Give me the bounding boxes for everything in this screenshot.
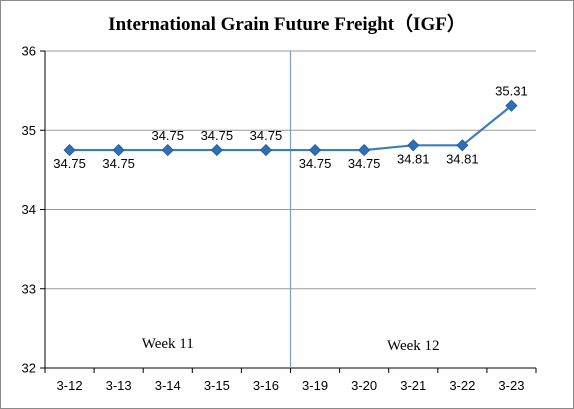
data-label-3-12: 34.75 <box>53 156 86 171</box>
data-label-3-20: 34.75 <box>348 156 381 171</box>
axes <box>40 50 537 373</box>
y-tick-label-32: 32 <box>22 361 36 376</box>
x-tick-labels: 3-12 3-13 3-14 3-15 3-16 3-19 3-20 3-21 3-22 3-23 <box>57 378 525 393</box>
x-tick-label-3-13: 3-13 <box>106 378 132 393</box>
data-label-3-19: 34.75 <box>299 156 332 171</box>
data-label-3-21: 34.81 <box>397 151 430 166</box>
marker-3-16 <box>259 143 273 157</box>
x-tick-label-3-20: 3-20 <box>351 378 377 393</box>
y-tick-label-36: 36 <box>22 44 36 59</box>
y-tick-label-34: 34 <box>22 202 36 217</box>
x-tick-label-3-22: 3-22 <box>449 378 475 393</box>
series-line <box>69 104 513 152</box>
marker-3-19 <box>308 143 322 157</box>
data-label-3-15: 34.75 <box>201 128 234 143</box>
marker-3-15 <box>210 143 223 157</box>
series-igf <box>63 99 518 157</box>
marker-3-20 <box>358 143 371 157</box>
week-11-label: Week 11 <box>142 336 194 352</box>
y-tick-labels: 32 33 34 35 36 <box>22 44 36 376</box>
marker-3-13 <box>112 143 125 157</box>
marker-3-12 <box>63 143 76 157</box>
y-tick-label-35: 35 <box>22 123 36 138</box>
chart-title: International Grain Future Freight（IGF） <box>108 12 466 35</box>
data-label-3-22: 34.81 <box>446 151 479 166</box>
data-labels: 34.75 34.75 34.75 34.75 34.75 34.75 34.75 34.81… <box>53 84 527 171</box>
y-tick-label-33: 33 <box>22 281 36 296</box>
week-12-label: Week 12 <box>387 338 440 354</box>
marker-3-21 <box>407 139 420 152</box>
x-tick-label-3-14: 3-14 <box>155 378 181 393</box>
marker-3-22 <box>456 139 469 152</box>
data-label-3-23: 35.31 <box>495 84 528 99</box>
marker-3-23 <box>505 99 518 112</box>
x-tick-label-3-12: 3-12 <box>57 378 83 393</box>
marker-3-14 <box>161 143 174 157</box>
x-tick-label-3-23: 3-23 <box>498 378 524 393</box>
x-tick-label-3-19: 3-19 <box>302 378 328 393</box>
data-label-3-13: 34.75 <box>102 156 135 171</box>
x-tick-label-3-21: 3-21 <box>400 378 426 393</box>
data-label-3-16: 34.75 <box>250 128 283 143</box>
x-tick-label-3-15: 3-15 <box>204 378 230 393</box>
x-tick-label-3-16: 3-16 <box>253 378 279 393</box>
data-label-3-14: 34.75 <box>151 128 184 143</box>
